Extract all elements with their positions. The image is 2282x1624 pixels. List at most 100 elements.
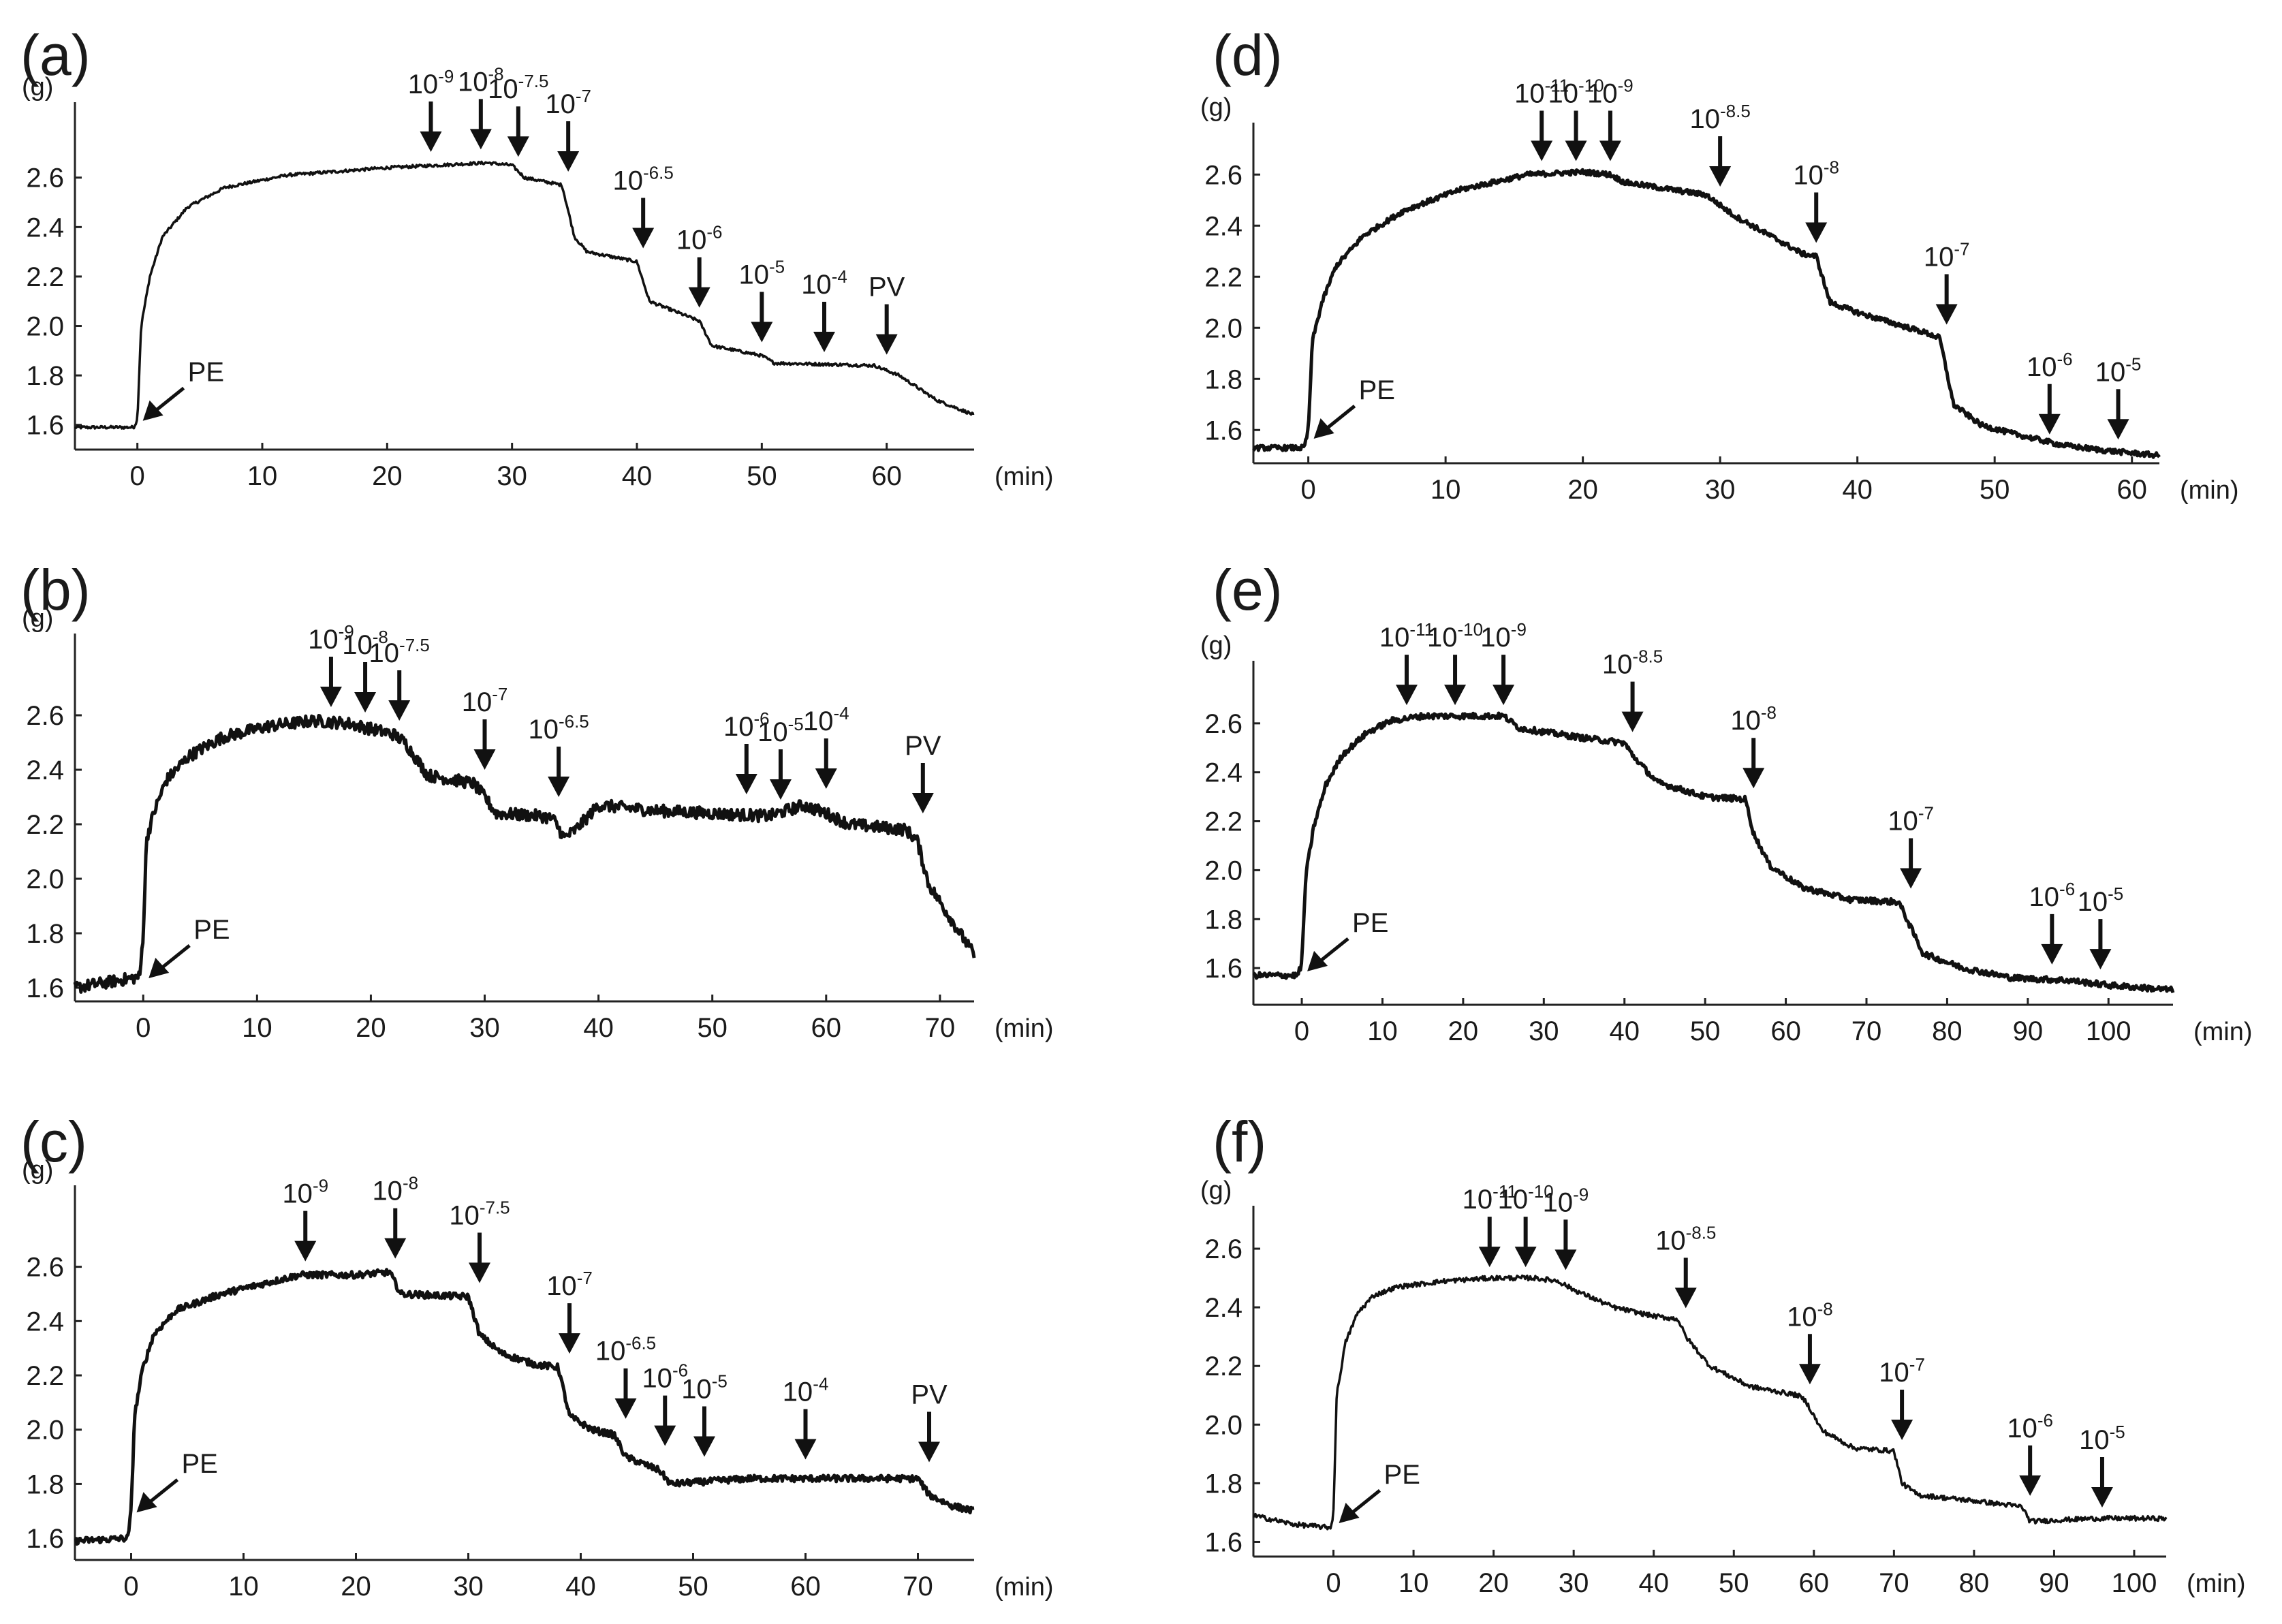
arrow-head: [1444, 685, 1467, 706]
panel-e: (e) (g) 1.6 1.8 2.0 2.2 2.4 2.6 0 10 20 30 40 50 60 70 8…: [1200, 558, 2253, 1046]
y-tick-label: 1.6: [26, 973, 64, 1003]
y-unit-label: (g): [1200, 93, 1232, 122]
x-tick-label: 20: [1478, 1568, 1509, 1598]
arrow-head: [1621, 711, 1644, 732]
y-tick-label: 1.6: [1204, 416, 1242, 446]
annotation-label-concentration: 10-6: [2027, 349, 2073, 382]
arrow-head: [1891, 1420, 1913, 1441]
y-tick-label: 2.4: [26, 1307, 64, 1337]
panel-label: (d): [1213, 23, 1283, 87]
x-tick-label: 20: [1567, 475, 1598, 505]
arrow-head: [2038, 413, 2061, 435]
arrow-head: [918, 1441, 940, 1463]
x-tick-label: 40: [565, 1572, 596, 1602]
annotation-label-concentration: 10-7.5: [369, 635, 430, 668]
y-tick-label: 1.6: [26, 1524, 64, 1554]
x-tick-label: 40: [583, 1013, 614, 1043]
y-tick-label: 2.2: [26, 810, 64, 840]
y-tick-label: 2.4: [26, 755, 64, 785]
x-tick-label: 10: [1431, 475, 1461, 505]
panel-b: (b)(g) 1.6 1.8 2.0 2.2 2.4 2.6 0 10 20 30 40 50 60 70 (…: [20, 558, 1054, 1043]
annotation-label-concentration: 10-9: [1543, 1184, 1589, 1217]
y-tick-label: 2.0: [26, 312, 64, 342]
y-tick-label: 1.6: [1204, 954, 1242, 984]
annotation-label-concentration: 10-6.5: [528, 711, 589, 745]
data-trace: [73, 714, 976, 994]
annotation-label-concentration: 10-8: [342, 627, 388, 660]
annotation-label-concentration: 10-8.5: [1655, 1222, 1716, 1255]
x-tick-label: 60: [1799, 1568, 1830, 1598]
x-tick-label: 50: [1719, 1568, 1749, 1598]
x-tick-label: 50: [678, 1572, 708, 1602]
annotation-label-concentration: 10-9: [1480, 619, 1527, 653]
x-tick-label: 30: [453, 1572, 484, 1602]
arrow-head: [688, 287, 710, 308]
arrow-head: [1599, 140, 1621, 161]
x-unit-label: (min): [995, 463, 1054, 491]
annotation-label-concentration: 10-5: [2095, 354, 2142, 387]
arrow-head: [654, 1425, 676, 1446]
arrow-head: [751, 322, 773, 343]
arrow-head: [469, 1262, 490, 1283]
arrow-head: [319, 687, 342, 707]
arrow-head: [875, 334, 898, 355]
x-unit-label: (min): [995, 1573, 1054, 1602]
x-tick-label: 80: [1959, 1568, 1990, 1598]
annotation-label-concentration: 10-7: [1924, 239, 1970, 272]
annotation-label-concentration: 10-6: [723, 708, 770, 742]
x-tick-label: 30: [1705, 475, 1736, 505]
annotation-label-concentration: 10-11: [1379, 619, 1434, 653]
arrow-head: [614, 1398, 637, 1419]
y-tick-label: 2.6: [1204, 709, 1242, 739]
panel-a: (a)(g) 1.6 1.8 2.0 2.2 2.4 2.6 0 10 20 30 40 50 60 (mi…: [20, 23, 1054, 491]
panel-d: (d) (g) 1.6 1.8 2.0 2.2 2.4 2.6 0 10 20 30 40 50 60 (mi…: [1200, 23, 2239, 505]
annotation-label-pe: PE: [1352, 908, 1388, 938]
arrow-head: [469, 129, 492, 150]
arrow-head: [1674, 1287, 1697, 1309]
x-tick-label: 30: [469, 1013, 500, 1043]
y-tick-label: 1.8: [26, 361, 64, 391]
panel-label: (b): [20, 558, 91, 622]
arrow-head: [1307, 950, 1328, 971]
y-tick-label: 1.8: [1204, 1469, 1242, 1499]
arrow-shaft: [151, 386, 185, 415]
y-tick-label: 2.0: [1204, 313, 1242, 343]
y-unit-label: (g): [22, 604, 53, 633]
data-trace: [74, 160, 975, 430]
x-tick-label: 10: [1398, 1568, 1429, 1598]
annotation-label-pe: PE: [193, 915, 230, 945]
data-trace: [1252, 711, 2175, 994]
annotation-label-concentration: 10-8.5: [1602, 646, 1663, 680]
x-unit-label: (min): [2187, 1570, 2246, 1598]
arrow-head: [693, 1436, 715, 1457]
annotation-label-concentration: 10-10: [1498, 1181, 1554, 1215]
arrow-head: [1805, 222, 1828, 243]
annotation-label-concentration: 10-5: [757, 714, 804, 747]
arrow-head: [473, 749, 496, 770]
arrow-head: [557, 151, 580, 172]
y-tick-label: 2.2: [1204, 807, 1242, 837]
annotation-label-concentration: 10-8: [1730, 702, 1777, 736]
x-tick-label: 10: [228, 1572, 259, 1602]
annotation-label-concentration: 10-5: [739, 256, 785, 290]
arrow-head: [1798, 1364, 1821, 1385]
x-tick-label: 80: [1932, 1016, 1963, 1046]
annotation-label-pv: PV: [905, 731, 941, 761]
panel-f: (f)(g) 1.6 1.8 2.0 2.2 2.4 2.6 0 10 20 30 40 50 60 70 8…: [1200, 1110, 2246, 1598]
arrow-head: [1492, 685, 1515, 706]
x-tick-label: 40: [1638, 1568, 1669, 1598]
arrow-head: [1554, 1249, 1577, 1270]
y-tick-label: 2.4: [26, 213, 64, 243]
arrow-head: [559, 1333, 580, 1354]
y-tick-label: 2.4: [1204, 1293, 1242, 1323]
y-tick-label: 2.4: [1204, 758, 1242, 788]
arrow-head: [1514, 1247, 1537, 1268]
annotation-label-pe: PE: [188, 358, 224, 388]
x-tick-label: 100: [2086, 1016, 2131, 1046]
annotation-label-concentration: 10-4: [783, 1373, 829, 1407]
y-tick-label: 1.8: [26, 919, 64, 949]
x-tick-label: 10: [1367, 1016, 1398, 1046]
y-tick-label: 2.2: [26, 262, 64, 292]
x-unit-label: (min): [2193, 1018, 2253, 1046]
annotation-label-concentration: 10-6: [2029, 879, 2076, 912]
